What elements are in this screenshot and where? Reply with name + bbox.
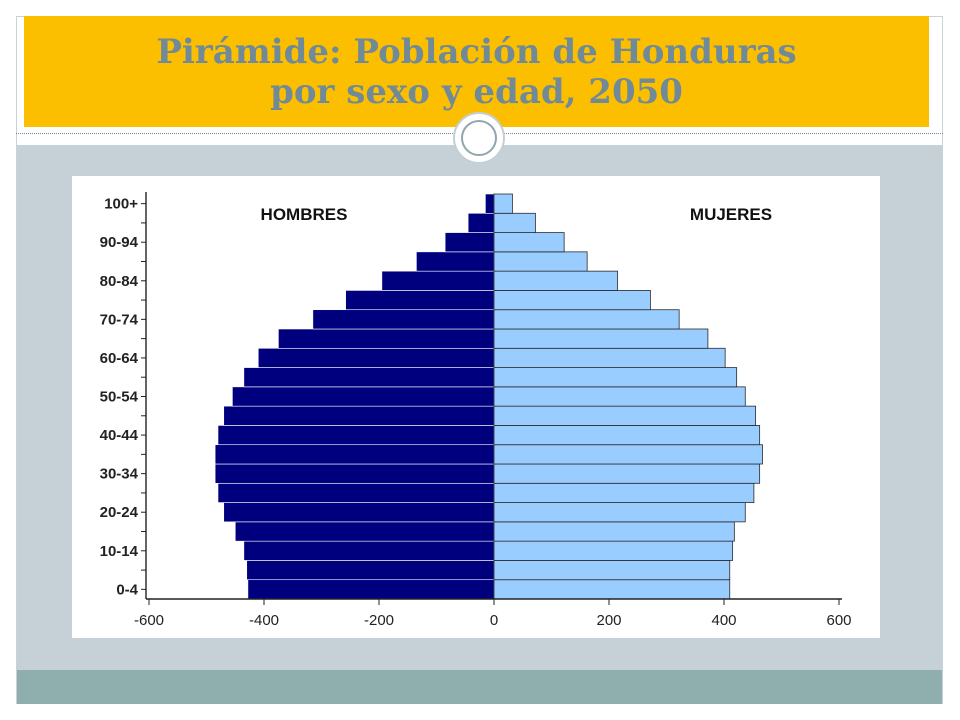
- y-tick-label: 90-94: [100, 234, 139, 251]
- bar-women-70-74: [493, 309, 680, 330]
- bar-women-30-34: [493, 463, 761, 484]
- bar-men-20-24: [223, 502, 495, 523]
- bar-men-90-94: [444, 232, 495, 253]
- y-tick-label: 50-54: [100, 389, 139, 406]
- y-tick-label: 80-84: [100, 273, 139, 290]
- bar-women-5-9: [493, 560, 731, 581]
- bar-men-80-84: [381, 270, 495, 291]
- x-tick-label: -600: [134, 612, 164, 629]
- y-tick-label: 10-14: [100, 543, 139, 560]
- bar-women-50-54: [493, 386, 746, 407]
- y-tick-label: 100+: [104, 196, 138, 213]
- x-tick-label: -200: [364, 612, 394, 629]
- bar-men-35-39: [214, 444, 495, 465]
- legend-label-men: HOMBRES: [261, 205, 348, 224]
- y-tick-label: 30-34: [100, 466, 139, 483]
- bar-women-65-69: [493, 328, 709, 349]
- bar-women-100+: [493, 193, 513, 214]
- pyramid-svg: -600 -400 -200 0 200 400 600 0-4 10-14 20-24 30-34…: [100, 192, 852, 629]
- x-tick-label: 400: [711, 612, 736, 629]
- decorative-ring-inner: [461, 120, 497, 156]
- bar-women-0-4: [493, 579, 731, 600]
- bar-women-85-89: [493, 251, 588, 272]
- bar-women-25-29: [493, 482, 755, 503]
- y-tick-label: 0-4: [116, 581, 138, 598]
- y-tick-label: 70-74: [100, 311, 139, 328]
- bar-men-30-34: [214, 463, 495, 484]
- bar-men-70-74: [312, 309, 495, 330]
- bar-women-80-84: [493, 270, 619, 291]
- bar-women-75-79: [493, 290, 651, 311]
- slide-title-line-2: por sexo y edad, 2050: [270, 71, 683, 112]
- bar-women-40-44: [493, 425, 761, 446]
- bar-men-85-89: [416, 251, 495, 272]
- title-bar: Pirámide: Población de Honduras por sexo…: [24, 16, 929, 127]
- y-tick-label: 40-44: [100, 427, 139, 444]
- footer-band: [17, 670, 942, 704]
- x-tick-label: 0: [490, 612, 498, 629]
- bar-women-10-14: [493, 540, 734, 561]
- bar-men-50-54: [232, 386, 495, 407]
- y-tick-label: 20-24: [100, 504, 139, 521]
- bar-men-40-44: [217, 425, 495, 446]
- y-tick-label: 60-64: [100, 350, 139, 367]
- bar-men-45-49: [223, 405, 495, 426]
- bar-men-10-14: [243, 540, 495, 561]
- population-pyramid-chart: -600 -400 -200 0 200 400 600 0-4 10-14 20-24 30-34…: [72, 176, 880, 638]
- legend-label-women: MUJERES: [690, 205, 772, 224]
- bar-men-95-99: [467, 212, 495, 233]
- bar-men-65-69: [278, 328, 495, 349]
- bar-women-60-64: [493, 347, 726, 368]
- bar-men-25-29: [217, 482, 495, 503]
- bar-women-55-59: [493, 367, 738, 388]
- bar-men-0-4: [247, 579, 495, 600]
- bar-women-35-39: [493, 444, 763, 465]
- decorative-ring-icon: [453, 112, 505, 164]
- slide-title-line-1: Pirámide: Población de Honduras: [156, 31, 797, 72]
- bar-women-90-94: [493, 232, 565, 253]
- bars-group: [214, 193, 763, 600]
- axes-group: -600 -400 -200 0 200 400 600 0-4 10-14 20-24 30-34…: [100, 192, 852, 629]
- bar-men-55-59: [243, 367, 495, 388]
- x-tick-label: -400: [249, 612, 279, 629]
- bar-women-95-99: [493, 212, 536, 233]
- x-tick-label: 200: [596, 612, 621, 629]
- bar-men-5-9: [246, 560, 495, 581]
- x-tick-label: 600: [826, 612, 851, 629]
- bar-men-75-79: [345, 290, 495, 311]
- bar-women-15-19: [493, 521, 735, 542]
- bar-women-20-24: [493, 502, 746, 523]
- bar-women-45-49: [493, 405, 757, 426]
- bar-men-60-64: [257, 347, 495, 368]
- bar-men-100+: [485, 193, 495, 214]
- bar-men-15-19: [234, 521, 495, 542]
